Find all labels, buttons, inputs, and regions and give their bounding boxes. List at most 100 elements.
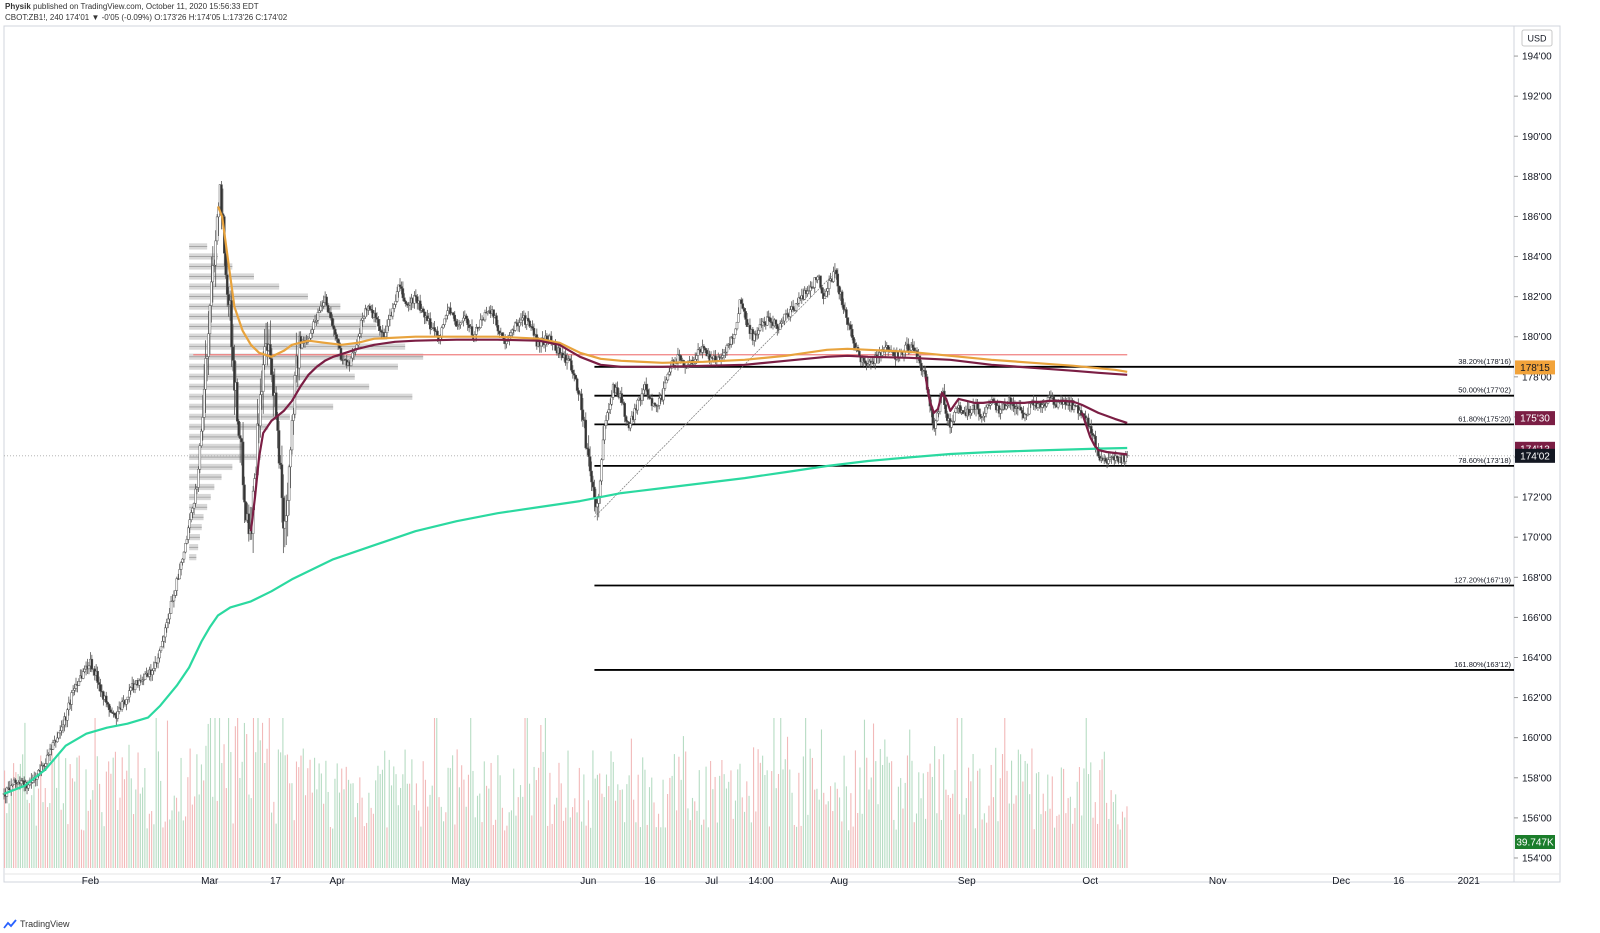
volume-bar [443,821,445,868]
volume-bar [1035,773,1038,868]
y-tick-label: 192'00 [1522,92,1552,103]
candle-body [316,312,320,321]
volume-bar [870,777,872,868]
volume-bar [1049,808,1051,868]
volume-bar [1108,818,1110,868]
candle-body [315,320,318,322]
candle-body [511,329,514,334]
candle-body [742,308,746,312]
volume-bar [6,813,8,868]
volume-bar [318,763,320,868]
volume-bar [1024,760,1026,868]
volume-bar [848,830,850,868]
y-tick-label: 166'00 [1522,613,1552,624]
candle-body [200,430,203,447]
candle-body [158,650,161,659]
candle-body [312,321,315,330]
volume-bar [549,772,551,868]
candle-body [597,495,600,504]
volume-bar [1033,829,1035,868]
author-name[interactable]: Physik [5,2,31,11]
volume-bar [936,813,938,868]
candle-body [238,435,242,439]
fib-level-label: 50.00%(177'02) [1458,386,1511,395]
volume-bar [463,779,465,868]
volume-bar [798,772,800,868]
volume-bar [415,783,417,868]
candle-body [816,276,819,281]
volume-bar [782,769,784,868]
candle-body [212,264,216,267]
volume-bar [216,800,218,868]
candle-body [961,410,965,414]
volume-bar [999,778,1001,868]
candle-body [653,402,657,405]
candle-body [780,321,783,324]
candle-body [581,409,585,421]
candle-body [40,765,43,772]
volume-bar [544,718,546,868]
candle-body [984,406,988,414]
candle-body [454,320,458,327]
candle-body [90,658,94,670]
candle-body [407,304,410,307]
candle-body [71,689,75,693]
volume-bar [945,789,947,868]
candle-body [240,438,243,443]
volume-bar [667,794,669,868]
volume-bar [827,801,829,868]
volume-bar [970,781,972,868]
y-tick-label: 194'00 [1522,52,1552,63]
candle-body [483,312,487,321]
volume-bar [872,723,875,868]
volume-bar [700,824,703,868]
volume-bar [352,783,354,868]
volume-bar [268,718,270,868]
x-tick-label: Jul [705,876,718,887]
volume-bar [130,778,132,868]
volume-bar [338,792,341,868]
candle-body [368,305,372,310]
volume-bar [492,824,494,868]
volume-bar [370,807,372,868]
volume-bar [1020,754,1022,868]
volume-bar [164,821,166,868]
candle-body [378,325,382,331]
volume-bar [1081,815,1083,868]
volume-bar [212,796,214,868]
tradingview-logo-icon[interactable] [3,919,17,929]
candle-body [513,322,517,331]
volume-bar [732,818,734,868]
volume-bar [479,793,481,868]
volume-bar [411,759,413,868]
volume-bar [225,788,227,868]
volume-bar [62,803,64,868]
candle-body [645,384,648,390]
volume-bar [92,790,94,868]
candle-body [492,309,495,318]
candle-body [721,355,724,358]
candle-body [233,360,236,391]
candle-body [393,304,396,309]
candle-body [892,351,896,357]
footer-brand[interactable]: TradingView [20,919,70,929]
candle-body [656,405,660,407]
volume-bar [886,756,888,868]
volume-bar [343,789,345,868]
candle-body [20,780,23,785]
candle-body [820,287,824,294]
x-tick-label: Aug [830,876,848,887]
volume-bar [413,805,415,868]
candle-body [237,420,240,436]
candle-body [47,754,50,756]
candle-body [825,291,828,297]
candle-body [496,324,500,332]
candle-body [276,415,279,431]
volume-bar [198,794,200,868]
volume-bar [228,718,230,868]
candle-body [151,670,154,676]
candle-body [722,352,726,356]
volume-bar [449,768,451,868]
candle-body [231,346,235,361]
